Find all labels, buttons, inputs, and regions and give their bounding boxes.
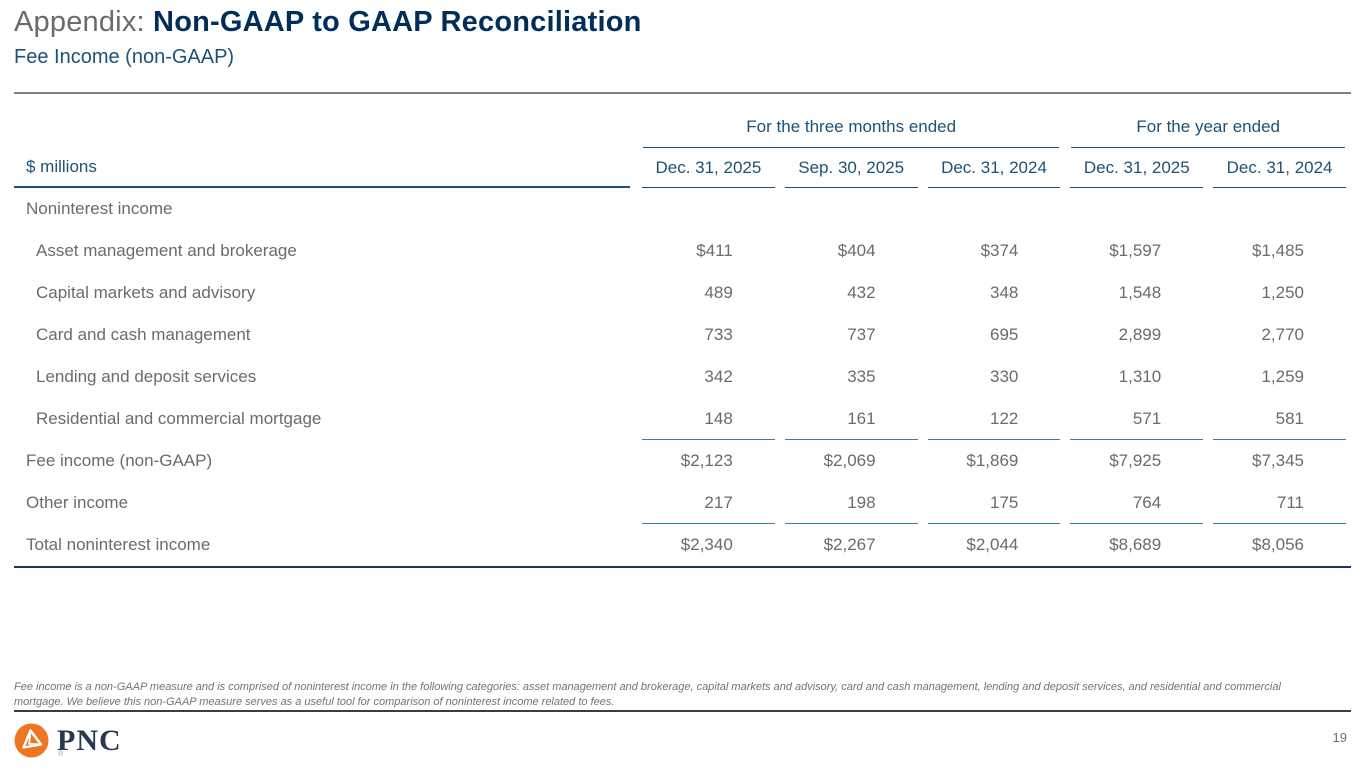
column-group-year: For the year ended: [1071, 106, 1345, 148]
column-group-three-months: For the three months ended: [643, 106, 1060, 148]
table-body: Noninterest income Asset management and b…: [14, 188, 1351, 566]
page-title-main: Non-GAAP to GAAP Reconciliation: [153, 6, 642, 38]
row-value: 489: [704, 283, 733, 302]
row-value: 161: [784, 398, 918, 440]
page-number: 19: [1332, 730, 1347, 745]
row-value: 330: [990, 367, 1019, 386]
column-header-fy-dec-2024: Dec. 31, 2024: [1213, 148, 1346, 188]
table-row: Fee income (non-GAAP) $2,123 $2,069 $1,869 $…: [14, 440, 1351, 482]
row-value: $404: [837, 241, 876, 260]
column-header-q-dec-2024: Dec. 31, 2024: [927, 148, 1061, 188]
row-label: Card and cash management: [36, 325, 251, 344]
row-value: 122: [927, 398, 1061, 440]
column-header-q-sep-2025: Sep. 30, 2025: [784, 148, 918, 188]
header-divider: [14, 92, 1351, 94]
row-label: Total noninterest income: [26, 535, 211, 554]
table-group-header-row: For the three months ended For the year …: [14, 106, 1351, 148]
row-value: 737: [847, 325, 876, 344]
row-value: $411: [696, 241, 733, 260]
pnc-logo: ® PNC: [14, 723, 122, 758]
row-label: Residential and commercial mortgage: [36, 409, 322, 428]
page-title-prefix: Appendix:: [14, 6, 154, 38]
column-header-fy-dec-2025: Dec. 31, 2025: [1070, 148, 1204, 188]
table-row: Asset management and brokerage $411 $404 $3…: [14, 230, 1351, 272]
pnc-wordmark: PNC: [57, 724, 122, 757]
row-value: 1,548: [1118, 283, 1162, 302]
row-value: 175: [927, 482, 1061, 524]
row-value: 733: [704, 325, 733, 344]
row-label: Other income: [26, 493, 129, 512]
row-value: $7,345: [1252, 451, 1304, 470]
row-value: 2,899: [1118, 325, 1162, 344]
row-value: $2,044: [966, 535, 1019, 554]
row-value: $8,056: [1252, 535, 1304, 554]
row-value: [1070, 188, 1203, 230]
row-label: Capital markets and advisory: [36, 283, 256, 302]
registered-trademark: ®: [58, 751, 64, 758]
table-row: Residential and commercial mortgage 148 16…: [14, 398, 1351, 440]
page-title: Appendix: Non-GAAP to GAAP Reconciliatio…: [14, 6, 642, 39]
row-value: $1,485: [1252, 241, 1304, 260]
row-value: 1,250: [1261, 283, 1304, 302]
table-row: Card and cash management 733 737 695 2,899 2,…: [14, 314, 1351, 356]
page-subtitle: Fee Income (non-GAAP): [14, 46, 235, 68]
row-value: 148: [642, 398, 775, 440]
row-value: 571: [1070, 398, 1204, 440]
row-value: 217: [642, 482, 775, 524]
row-value: 198: [784, 482, 918, 524]
slide-header: Appendix: Non-GAAP to GAAP Reconciliatio…: [14, 6, 642, 69]
row-value: 348: [990, 283, 1019, 302]
row-value: 1,259: [1261, 367, 1304, 386]
column-header-q-dec-2025: Dec. 31, 2025: [642, 148, 775, 188]
row-value: 342: [704, 367, 733, 386]
table-row: Capital markets and advisory 489 432 348 1,5…: [14, 272, 1351, 314]
row-value: $1,597: [1109, 241, 1162, 260]
table-column-header-row: $ millions Dec. 31, 2025 Sep. 30, 2025 D…: [14, 148, 1351, 188]
unit-label: $ millions: [14, 148, 630, 188]
row-value: $8,689: [1109, 535, 1162, 554]
row-value: [1213, 188, 1346, 230]
row-value: [785, 188, 918, 230]
table-row: Lending and deposit services 342 335 330 1,3…: [14, 356, 1351, 398]
pnc-triangle-icon: [14, 723, 49, 758]
table-row: Other income 217 198 175 764 711: [14, 482, 1351, 524]
table-row: Noninterest income: [14, 188, 1351, 230]
row-value: 335: [847, 367, 876, 386]
row-value: 711: [1213, 482, 1346, 524]
footnote: Fee income is a non-GAAP measure and is …: [14, 681, 1281, 708]
row-value: $2,069: [823, 451, 876, 470]
row-value: 695: [990, 325, 1019, 344]
row-value: 2,770: [1261, 325, 1304, 344]
row-value: 764: [1070, 482, 1204, 524]
row-value: $374: [980, 241, 1019, 260]
row-value: 1,310: [1118, 367, 1162, 386]
row-label: Lending and deposit services: [36, 367, 257, 386]
row-value: $2,123: [680, 451, 733, 470]
row-value: 432: [847, 283, 876, 302]
row-value: $2,267: [823, 535, 876, 554]
row-value: 581: [1213, 398, 1346, 440]
row-value: [642, 188, 775, 230]
fee-income-table: For the three months ended For the year …: [14, 106, 1351, 568]
row-value: [928, 188, 1061, 230]
row-label: Asset management and brokerage: [36, 241, 297, 260]
footer-divider: [14, 710, 1351, 712]
row-label: Noninterest income: [26, 199, 173, 218]
row-value: $2,340: [680, 535, 733, 554]
table-row: Total noninterest income $2,340 $2,267 $2,0…: [14, 524, 1351, 566]
row-label: Fee income (non-GAAP): [26, 451, 213, 470]
row-value: $7,925: [1109, 451, 1162, 470]
row-value: $1,869: [966, 451, 1019, 470]
